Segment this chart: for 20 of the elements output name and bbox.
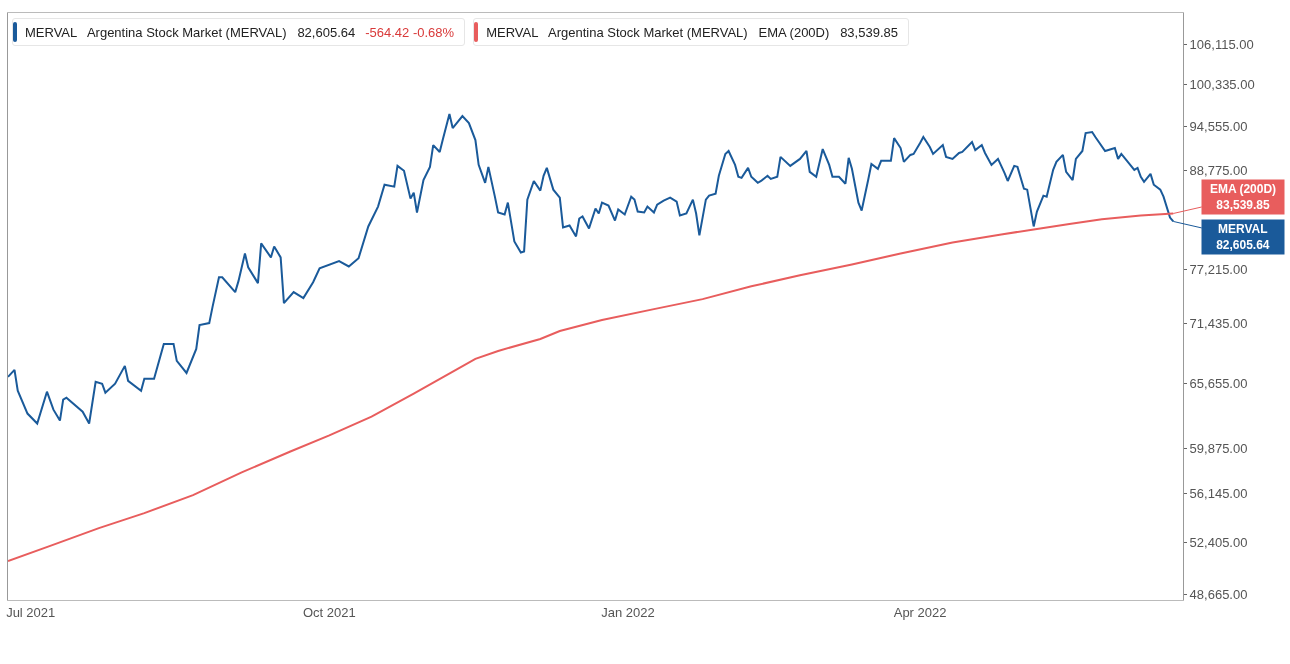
x-tick-label: Jan 2022 <box>601 604 655 620</box>
y-tick-label: 88,775.00 <box>1189 163 1248 179</box>
y-tick-label: 94,555.00 <box>1189 118 1248 134</box>
x-tick-label: Oct 2021 <box>302 604 356 620</box>
y-tick-label: 48,665.00 <box>1189 587 1248 603</box>
annotation: -564.42 -0.68% <box>365 24 455 40</box>
y-tick-label: 71,435.00 <box>1189 316 1248 332</box>
annotation: MERVAL 82,605.64 <box>1216 222 1270 252</box>
y-tick-label: 59,875.00 <box>1189 441 1248 456</box>
legend-label: MERVAL Argentina Stock Market (MERVAL) 82,605.64 <box>25 24 356 40</box>
annotation: EMA (200D) 83,539.85 <box>1209 182 1277 212</box>
x-tick-label: Apr 2022 <box>893 604 947 620</box>
y-tick-label: 65,655.00 <box>1189 375 1248 391</box>
legend-label: MERVAL Argentina Stock Market (MERVAL) EMA (200D) 83,539.85 <box>486 24 898 40</box>
y-tick-label: 56,145.00 <box>1189 486 1248 502</box>
y-tick-label: 52,405.00 <box>1189 535 1248 551</box>
x-tick-label: Jul 2021 <box>6 604 56 620</box>
y-tick-label: 77,215.00 <box>1189 261 1248 277</box>
y-tick-label: 106,115.00 <box>1189 37 1254 53</box>
y-tick-label: 100,335.00 <box>1189 76 1255 92</box>
